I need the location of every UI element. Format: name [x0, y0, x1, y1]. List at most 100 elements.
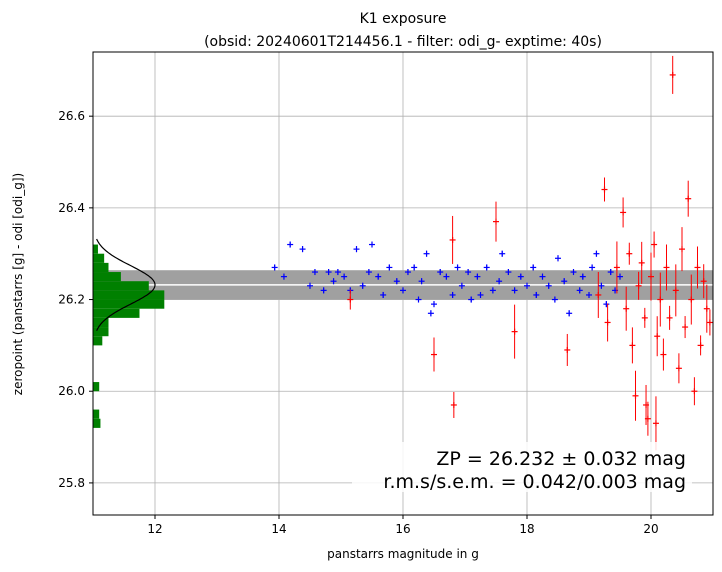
accepted-point — [325, 269, 332, 276]
accepted-point — [287, 241, 294, 248]
rejected-point — [493, 201, 499, 242]
rejected-point — [675, 353, 682, 384]
accepted-point — [530, 264, 537, 271]
rejected-point — [450, 391, 457, 418]
accepted-point — [474, 273, 481, 280]
accepted-point — [496, 278, 503, 285]
accepted-point — [603, 301, 610, 308]
accepted-point — [400, 287, 406, 294]
x-axis-ticks: 12 14 16 18 20 — [147, 515, 659, 536]
rejected-point — [635, 271, 642, 300]
accepted-point — [311, 269, 318, 276]
x-tick-label: 12 — [147, 522, 162, 536]
accepted-point — [330, 278, 337, 285]
gaussian-fit — [96, 238, 156, 331]
x-tick-label: 20 — [643, 522, 658, 536]
rejected-point — [691, 377, 698, 406]
histogram-bar — [93, 299, 165, 309]
accepted-point — [454, 264, 461, 271]
rejected-point — [613, 241, 620, 294]
accepted-point — [369, 241, 375, 248]
accepted-point — [359, 282, 366, 289]
accepted-point — [393, 278, 400, 285]
accepted-point — [449, 291, 456, 298]
rejected-point — [703, 284, 710, 333]
accepted-point — [307, 282, 313, 289]
accepted-point — [511, 287, 518, 294]
accepted-point — [431, 301, 437, 308]
accepted-point — [593, 250, 600, 257]
rejected-point — [626, 242, 633, 265]
histogram-bar — [93, 327, 109, 337]
accepted-point — [271, 264, 278, 271]
accepted-point — [555, 255, 561, 262]
rejected-point — [706, 309, 713, 336]
accepted-point — [607, 269, 614, 276]
accepted-point — [375, 273, 382, 280]
accepted-point — [489, 287, 496, 294]
accepted-point — [524, 282, 530, 289]
y-tick-label: 26.2 — [58, 293, 85, 307]
chart-title-line2: (obsid: 20240601T214456.1 - filter: odi_… — [204, 34, 602, 50]
rejected-point — [688, 274, 695, 325]
rejected-point — [654, 316, 661, 357]
zeropoint-band — [93, 270, 713, 300]
histogram-bar — [93, 317, 109, 328]
accepted-point — [365, 269, 372, 276]
histogram-bar — [93, 272, 121, 282]
accepted-point — [483, 264, 490, 271]
zeropoint-histogram — [93, 244, 165, 428]
y-axis-label: zeropoint (panstarrs [g] - odi [odi_g]) — [11, 173, 25, 395]
accepted-point — [341, 273, 348, 280]
rejected-point — [564, 333, 571, 366]
accepted-point — [386, 264, 393, 271]
rejected-point — [643, 384, 650, 425]
accepted-point — [353, 246, 360, 253]
histogram-bar — [93, 262, 109, 273]
accepted-point — [598, 282, 605, 289]
rejected-point — [632, 370, 639, 421]
rejected-point — [672, 264, 679, 317]
gaussian-curve — [96, 238, 156, 331]
rejected-point — [623, 286, 630, 331]
plot-area — [92, 51, 714, 516]
rejected-point — [657, 272, 664, 327]
accepted-point — [380, 291, 387, 298]
accepted-point — [418, 278, 425, 285]
accepted-point — [579, 273, 586, 280]
accepted-point — [586, 291, 592, 298]
accepted-point — [517, 273, 524, 280]
zp-annotation: ZP = 26.232 ± 0.032 mag — [436, 448, 686, 470]
accepted-point — [566, 310, 573, 317]
accepted-point — [411, 264, 418, 271]
annotation-background — [352, 442, 692, 492]
accepted-point — [427, 310, 434, 317]
data-points — [271, 55, 713, 451]
rejected-point — [347, 289, 354, 310]
accepted-point — [443, 273, 450, 280]
y-tick-label: 25.8 — [58, 476, 85, 490]
rejected-point — [638, 241, 645, 284]
histogram-bar — [93, 290, 165, 300]
rejected-point — [601, 177, 608, 202]
rejected-point — [629, 327, 636, 364]
rejected-point — [669, 55, 676, 94]
accepted-point — [570, 269, 577, 276]
accepted-point — [280, 273, 287, 280]
accepted-point — [576, 287, 583, 294]
accepted-point — [533, 291, 540, 298]
accepted-point — [404, 269, 411, 276]
x-tick-label: 14 — [271, 522, 286, 536]
y-tick-label: 26.0 — [58, 384, 85, 398]
rejected-point — [697, 335, 704, 356]
rejected-point — [431, 337, 437, 372]
accepted-point — [539, 273, 546, 280]
accepted-point — [545, 282, 552, 289]
rms-annotation: r.m.s/s.e.m. = 0.042/0.003 mag — [383, 471, 686, 493]
rejected-point — [663, 244, 670, 291]
histogram-bar — [93, 308, 140, 318]
accepted-point — [499, 250, 506, 257]
rejected-point — [660, 338, 667, 371]
histogram-bar — [93, 409, 100, 419]
